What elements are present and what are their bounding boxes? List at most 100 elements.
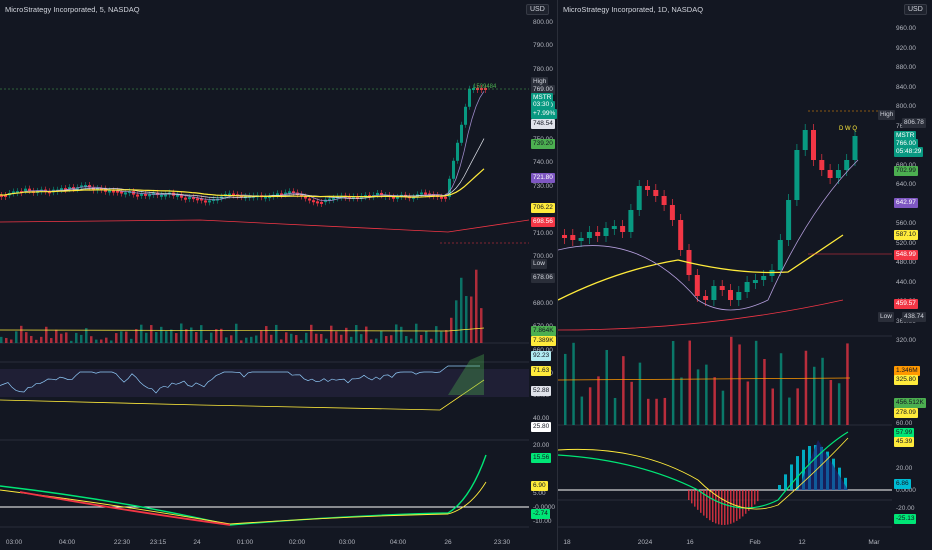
timeframe-annotation: D W Q <box>839 126 857 132</box>
candle <box>292 191 295 194</box>
volume-bar <box>235 323 238 343</box>
volume-bar <box>310 324 313 343</box>
price-tick: 560.00 <box>896 220 916 227</box>
chart-pane-5min[interactable]: MicroStrategy Incorporated, 5, NASDAQ US… <box>0 0 558 550</box>
price-label: MSTR <box>531 93 554 103</box>
ma-line <box>0 219 530 233</box>
volume-bar <box>290 333 293 343</box>
volume-bar <box>105 337 108 343</box>
volume-bar <box>475 269 478 343</box>
volume-bar <box>597 376 600 425</box>
volume-bar <box>155 332 158 343</box>
volume-bar <box>115 333 118 343</box>
volume-bar <box>390 335 393 343</box>
candle <box>312 200 315 203</box>
candle <box>84 185 87 187</box>
volume-bar <box>255 335 258 343</box>
candle <box>308 198 311 201</box>
candle <box>200 198 203 201</box>
time-tick: 01:00 <box>236 539 254 546</box>
candle <box>284 192 287 195</box>
time-tick: 23:15 <box>149 539 167 546</box>
volume-bar <box>210 332 213 343</box>
time-tick: 22:30 <box>113 539 131 546</box>
price-tick: 920.00 <box>896 44 916 52</box>
price-tick: 700.00 <box>533 253 553 260</box>
candle <box>744 282 750 292</box>
volume-bar <box>215 329 218 343</box>
candle <box>645 186 650 190</box>
candle <box>48 191 51 194</box>
volume-bar <box>440 331 443 343</box>
volume-bar <box>460 277 463 343</box>
price-label: 698.56 <box>531 217 555 227</box>
price-label: 6.90 <box>531 481 548 491</box>
volume-bar <box>195 331 198 343</box>
chart-canvas-daily[interactable] <box>558 0 932 550</box>
volume-bar <box>655 398 658 425</box>
volume-bar <box>572 342 575 425</box>
volume-bar <box>160 326 163 343</box>
macd-hist <box>745 490 747 514</box>
volume-bar <box>145 332 148 343</box>
volume-bar <box>696 369 700 425</box>
osc-tick: 60.00 <box>896 420 913 427</box>
macd-hist <box>742 490 744 517</box>
candle <box>412 196 415 199</box>
chart-pane-daily[interactable]: MicroStrategy Incorporated, 1D, NASDAQ U… <box>558 0 932 550</box>
candle <box>232 193 235 196</box>
volume-bar <box>410 338 413 343</box>
volume-bar <box>796 388 799 425</box>
candle <box>24 188 27 192</box>
osc-tick: -0.0000 <box>533 504 556 511</box>
price-label: 438.74 <box>902 312 926 322</box>
volume-bar <box>405 336 408 343</box>
currency-button[interactable]: USD <box>904 4 927 15</box>
candle <box>68 187 71 190</box>
macd-hist <box>709 490 711 521</box>
candle <box>424 192 427 195</box>
candle <box>208 200 211 203</box>
chart-canvas-5min[interactable] <box>0 0 557 550</box>
candle <box>844 160 850 170</box>
candle <box>669 205 675 220</box>
volume-bar <box>260 330 263 343</box>
candle <box>420 192 423 195</box>
volume-bar <box>140 324 143 343</box>
price-axis[interactable]: 800.00790.00780.00770.00760.00750.00740.… <box>529 0 557 550</box>
volume-bar <box>705 364 708 425</box>
time-axis[interactable]: 03:00 04:00 22:30 23:15 24 01:00 02:00 03:00 04:… <box>0 536 529 550</box>
macd-hist <box>751 490 753 508</box>
volume-bar <box>15 331 18 343</box>
candle <box>160 194 163 197</box>
candle <box>12 191 15 194</box>
volume-bar <box>275 324 278 343</box>
candle <box>184 197 187 200</box>
currency-button[interactable]: USD <box>526 4 549 15</box>
macd-line <box>19 491 231 526</box>
price-tick: 680.00 <box>896 161 916 169</box>
volume-bar <box>135 329 138 343</box>
price-tick: 780.00 <box>533 65 553 73</box>
volume-bar <box>5 337 8 343</box>
volume-bar <box>355 325 358 343</box>
time-axis[interactable]: 18 2024 16 Feb 12 Mar <box>558 536 892 550</box>
volume-bar <box>763 359 766 425</box>
ma-line <box>0 168 485 198</box>
osc-tick: 40.00 <box>533 415 550 422</box>
volume-bar <box>465 296 468 343</box>
price-axis[interactable]: 960.00920.00880.00840.00800.00760.00720.… <box>878 0 932 550</box>
volume-bar <box>738 344 741 425</box>
candle <box>16 191 19 194</box>
volume-bar <box>55 329 58 343</box>
candle <box>620 226 626 232</box>
price-label: Low <box>531 259 547 269</box>
candle <box>80 185 83 188</box>
price-label: 769.00 <box>531 85 555 95</box>
price-tick: 710.00 <box>533 229 553 237</box>
volume-bar <box>220 328 223 343</box>
price-tick: 660.00 <box>533 347 553 354</box>
candle <box>28 188 31 191</box>
volume-bar <box>65 332 68 343</box>
candle <box>356 196 359 199</box>
